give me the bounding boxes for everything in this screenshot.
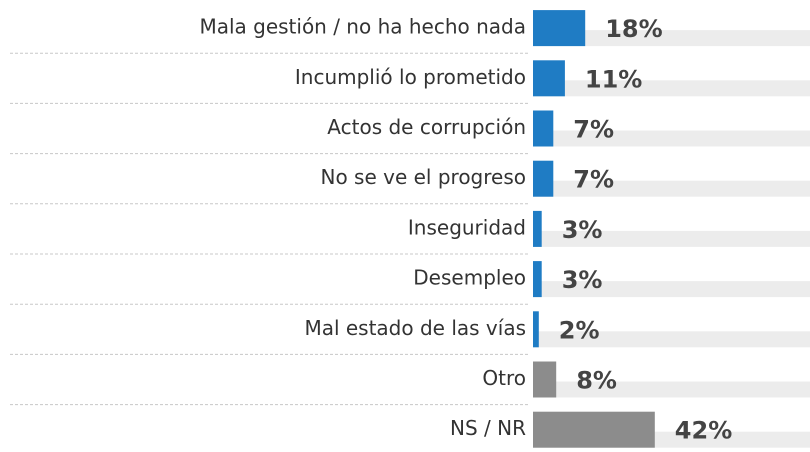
bar	[533, 311, 539, 348]
bar-track	[533, 230, 810, 247]
bar-track	[533, 130, 810, 147]
category-label: Mal estado de las vías	[304, 316, 526, 340]
bar	[533, 10, 586, 47]
bar	[533, 110, 554, 147]
bar	[533, 210, 542, 247]
bar	[533, 411, 655, 448]
value-label: 3%	[562, 216, 603, 244]
bar-track	[533, 281, 810, 298]
bar-track	[533, 381, 810, 398]
category-label: Otro	[482, 366, 526, 390]
bar-track	[533, 331, 810, 348]
value-label: 7%	[573, 166, 614, 194]
category-label: Actos de corrupción	[327, 115, 526, 139]
bar-track	[533, 80, 810, 97]
bar-track	[533, 180, 810, 197]
value-label: 3%	[562, 266, 603, 294]
bar	[533, 60, 565, 97]
category-label: Incumplió lo prometido	[295, 65, 526, 89]
category-label: Mala gestión / no ha hecho nada	[199, 15, 526, 39]
bar-track	[533, 30, 810, 47]
category-label: Desempleo	[413, 266, 526, 290]
value-label: 8%	[576, 367, 617, 395]
value-label: 11%	[585, 65, 642, 93]
bar	[533, 361, 557, 398]
category-label: No se ve el progreso	[320, 165, 526, 189]
value-label: 18%	[605, 15, 662, 43]
category-label: Inseguridad	[408, 215, 526, 239]
value-label: 2%	[559, 316, 600, 344]
bar	[533, 160, 554, 197]
value-label: 7%	[573, 116, 614, 144]
category-label: NS / NR	[450, 416, 526, 440]
bar	[533, 261, 542, 298]
value-label: 42%	[675, 417, 732, 445]
